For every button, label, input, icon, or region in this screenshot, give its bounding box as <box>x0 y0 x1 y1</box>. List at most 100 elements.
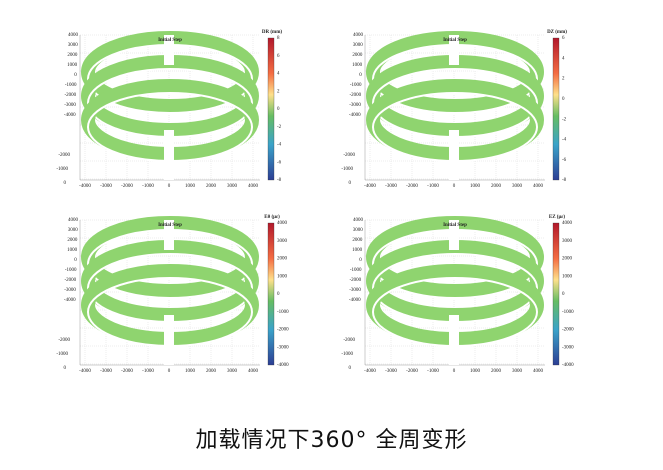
z-tick-label: -1000 <box>341 352 353 357</box>
x-tick-label: 3000 <box>227 369 238 374</box>
y-tick-label: -3000 <box>349 288 361 293</box>
x-tick-label: -1000 <box>427 369 439 374</box>
y-tick-label: -1000 <box>65 268 77 273</box>
colorbar-tick-label: 3000 <box>562 239 573 244</box>
panel: Initial Step-4000 -3000 -2000 -1000 0 1000 200… <box>56 215 289 374</box>
y-tick-label: 1000 <box>352 63 363 68</box>
colorbar-tick-label: -2000 <box>562 328 574 333</box>
colorbar-tick-label: 1000 <box>562 274 573 279</box>
x-tick-label: -1000 <box>142 369 154 374</box>
colorbar-tick-label: 4 <box>277 72 280 77</box>
x-tick-label: 3000 <box>512 184 523 189</box>
colorbar-tick-label: 4000 <box>562 221 573 226</box>
y-tick-label: -1000 <box>350 268 362 273</box>
colorbar <box>552 222 560 366</box>
colorbar-tick-label: -6 <box>277 160 282 165</box>
colorbar-label: Eθ (με) <box>264 215 280 220</box>
panel: Initial Step-4000 -3000 -2000 -1000 0 1000 200… <box>56 30 282 189</box>
y-tick-label: -1000 <box>350 83 362 88</box>
z-tick-label: 0 <box>64 181 67 186</box>
x-tick-label: -1000 <box>427 184 439 189</box>
colorbar-tick-label: 0 <box>277 292 280 297</box>
ring-gap <box>164 220 174 250</box>
y-tick-label: 3000 <box>353 43 364 48</box>
colorbar-tick-label: -3000 <box>277 345 289 350</box>
caption: 加载情况下360° 全周变形 <box>195 428 468 453</box>
panel: Initial Step -4000 -3000 -2000 -1000 0 1000 200… <box>341 215 574 374</box>
x-tick-label: 0 <box>168 369 171 374</box>
colorbar-tick-label: 1000 <box>277 274 288 279</box>
x-tick-label: 1000 <box>470 369 481 374</box>
x-tick-label: -3000 <box>385 369 397 374</box>
colorbar-tick-label: 0 <box>562 292 565 297</box>
x-tick-label: -1000 <box>142 184 154 189</box>
colorbar-tick-label: -8 <box>277 178 282 183</box>
colorbar-tick-label: -2 <box>277 125 282 130</box>
y-tick-label: 2000 <box>352 53 363 58</box>
ring-gap <box>164 35 174 65</box>
x-tick-label: 4000 <box>533 184 544 189</box>
y-tick-label: 3000 <box>68 228 79 233</box>
y-tick-label: -2000 <box>350 278 362 283</box>
colorbar-tick-label: 2 <box>562 77 565 82</box>
y-tick-label: -3000 <box>64 288 76 293</box>
x-tick-label: 2000 <box>491 184 502 189</box>
ring-gap <box>449 35 459 65</box>
x-tick-label: 0 <box>453 369 456 374</box>
z-tick-label: -1000 <box>56 352 68 357</box>
x-tick-label: -4000 <box>364 369 376 374</box>
z-tick-label: -1000 <box>341 167 353 172</box>
y-tick-label: 0 <box>359 258 362 263</box>
colorbar-tick-label: 4000 <box>277 221 288 226</box>
panel-title: Initial Step <box>443 223 467 228</box>
colorbar-tick-label: -4000 <box>562 363 574 368</box>
colorbar-tick-label: 0 <box>277 107 280 112</box>
colorbar-tick-label: 8 <box>277 36 280 41</box>
y-tick-label: -3000 <box>349 103 361 108</box>
colorbar-tick-label: -3000 <box>562 345 574 350</box>
y-tick-label: 4000 <box>353 33 364 38</box>
colorbar-tick-label: 4 <box>562 56 565 61</box>
z-tick-label: -2000 <box>343 153 355 158</box>
y-tick-label: 1000 <box>67 248 78 253</box>
y-tick-label: -2000 <box>350 93 362 98</box>
y-tick-label: 0 <box>74 73 77 78</box>
panel-title: Initial Step <box>443 38 467 43</box>
x-tick-label: 1000 <box>470 184 481 189</box>
y-tick-label: 1000 <box>67 63 78 68</box>
y-tick-label: -4000 <box>64 298 76 303</box>
colorbar-label: EZ (με) <box>549 215 566 220</box>
y-tick-label: -2000 <box>65 278 77 283</box>
colorbar-tick-label: -2000 <box>277 328 289 333</box>
z-tick-label: 0 <box>349 366 352 371</box>
x-tick-label: -4000 <box>364 184 376 189</box>
x-tick-label: -4000 <box>79 369 91 374</box>
x-tick-label: -2000 <box>406 184 418 189</box>
panel-title: Initial Step <box>158 38 182 43</box>
y-tick-label: 1000 <box>352 248 363 253</box>
x-tick-label: 4000 <box>248 369 259 374</box>
y-tick-label: -3000 <box>64 103 76 108</box>
plots: Initial Step-4000 -3000 -2000 -1000 0 1000 200… <box>56 30 574 374</box>
y-tick-label: 0 <box>74 258 77 263</box>
ring-gap <box>449 220 459 250</box>
colorbar-tick-label: -4 <box>277 143 282 148</box>
z-tick-label: -1000 <box>56 167 68 172</box>
x-tick-label: 2000 <box>491 369 502 374</box>
y-tick-label: 4000 <box>353 218 364 223</box>
y-tick-label: 0 <box>359 73 362 78</box>
z-tick-label: -2000 <box>343 338 355 343</box>
colorbar-tick-label: -4000 <box>277 363 289 368</box>
ring-gap <box>449 130 459 180</box>
x-tick-label: -3000 <box>100 369 112 374</box>
colorbar-tick-label: -8 <box>562 178 567 183</box>
colorbar-label: DZ (mm) <box>547 30 567 35</box>
colorbar-tick-label: -1000 <box>562 310 574 315</box>
colorbar-tick-label: 0 <box>562 97 565 102</box>
x-tick-label: 3000 <box>227 184 238 189</box>
y-tick-label: 3000 <box>68 43 79 48</box>
y-tick-label: 2000 <box>67 53 78 58</box>
colorbar <box>267 222 275 366</box>
colorbar-tick-label: -4 <box>562 138 567 143</box>
